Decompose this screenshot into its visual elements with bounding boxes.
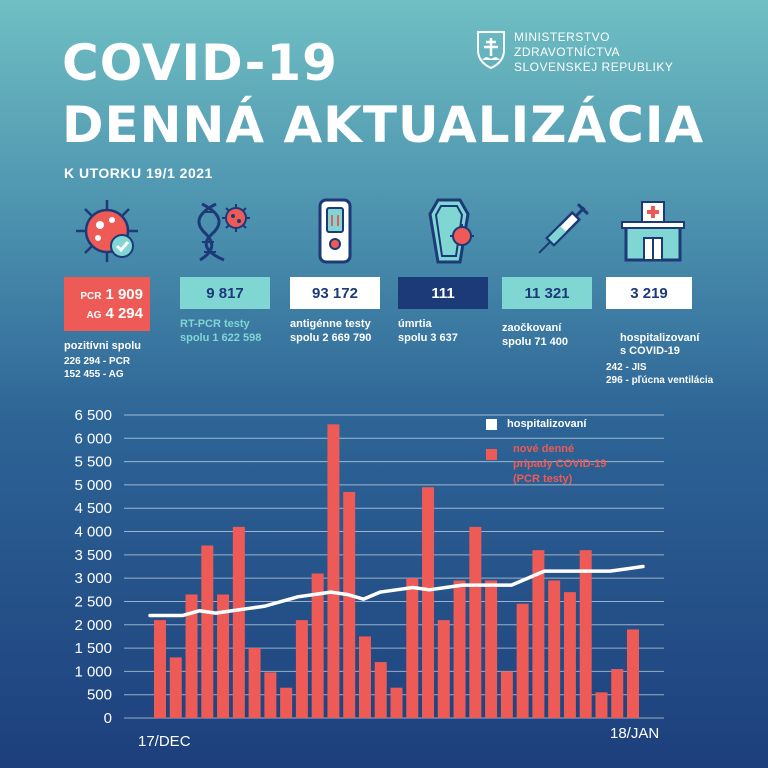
bar [453,580,466,718]
positive-box: PCR 1 909 AG 4 294 [64,277,150,331]
y-tick-label: 1 500 [74,640,112,657]
hospital-icon [621,201,685,262]
bar [516,603,529,718]
x-start-label: 17/DEC [138,733,191,750]
bar [611,669,624,718]
bar [358,636,371,718]
bar [579,550,592,718]
hospitalized-line [148,564,645,618]
legend-line-label: hospitalizovaní [507,418,587,430]
ag-value: 4 294 [105,305,143,322]
positive-detail-pcr: 226 294 - PCR [64,356,131,367]
virus-icon [76,200,138,262]
bar [437,620,450,718]
y-tick-label: 4 500 [74,500,112,517]
page-subtitle: DENNÁ AKTUALIZÁCIA [62,96,705,154]
pcr-prefix: PCR [80,291,102,302]
deaths-total: spolu 3 637 [398,332,458,344]
rtpcr-total: spolu 1 622 598 [180,332,262,344]
vaccinated-label: zaočkovaní [502,322,562,334]
bar [327,424,340,718]
bar [469,526,482,718]
hospitalized-covid: s COVID-19 [620,345,680,357]
legend-bar-line-2: prípady COVID-19 [513,458,607,470]
dna-virus-icon [197,202,250,262]
legend-bar-swatch [486,449,497,460]
vaccinated-total: spolu 71 400 [502,336,569,348]
antigen-label: antigénne testy [290,318,371,330]
bar [500,671,513,718]
deaths-box: 111 [398,277,488,309]
y-tick-label: 0 [104,710,112,727]
antigen-test-icon [318,198,352,264]
bar [185,594,198,718]
hospitalized-label: hospitalizovaní [620,332,700,344]
cases-chart: 0 500 1 000 1 500 2 000 2 500 3 000 3 500 4 000 4… [74,407,664,750]
antigen-total: spolu 2 669 790 [290,332,372,344]
y-tick-label: 3 500 [74,547,112,564]
bar [343,491,356,718]
rtpcr-label: RT-PCR testy [180,318,250,330]
y-tick-label: 6 500 [74,407,112,424]
date-label: K UTORKU 19/1 2021 [64,165,213,181]
x-end-label: 18/JAN [610,725,659,742]
positive-detail-ag: 152 455 - AG [64,369,124,380]
pcr-value: 1 909 [105,286,143,303]
page-title: COVID-19 [62,34,338,92]
legend-bar-line-1: nové denné [513,443,575,455]
vaccinated-box: 11 321 [502,277,592,309]
y-tick-label: 2 000 [74,617,112,634]
bar [627,629,639,718]
legend-bar-line-3: (PCR testy) [513,473,573,485]
legend-line-swatch [486,418,497,430]
y-tick-label: 6 000 [74,430,112,447]
coat-of-arms-icon [477,31,505,70]
ministry-line-3: SLOVENSKEJ REPUBLIKY [514,60,674,74]
bar [169,657,182,718]
bar [232,526,245,718]
ag-prefix: AG [86,310,102,321]
ministry-line-1: MINISTERSTVO [514,30,611,44]
hospitalized-box: 3 219 [606,277,692,309]
antigen-box: 93 172 [290,277,380,309]
deaths-label: úmrtia [398,318,432,330]
rtpcr-box: 9 817 [180,277,270,309]
bar [280,687,293,718]
hospitalized-icu: 242 - JIS [606,362,647,373]
y-tick-label: 5 000 [74,477,112,494]
bar [406,578,419,718]
bar [485,580,498,718]
y-tick-label: 5 500 [74,454,112,471]
bar [154,620,166,718]
bar [548,580,561,718]
y-tick-label: 3 000 [74,570,112,587]
bar [532,550,545,718]
legend-bar: nové denné prípady COVID-19 (PCR testy) [486,442,607,487]
ministry-logo: MINISTERSTVO ZDRAVOTNÍCTVA SLOVENSKEJ RE… [476,30,673,75]
bar [248,648,261,718]
coffin-icon [428,198,474,264]
bar [595,692,608,718]
syringe-icon [538,203,589,254]
bar [311,573,324,718]
hospitalized-ventilation: 296 - pľúcna ventilácia [606,375,714,386]
bar [374,662,387,718]
y-tick-label: 4 000 [74,524,112,541]
ministry-line-2: ZDRAVOTNÍCTVA [514,45,621,59]
y-tick-label: 2 500 [74,593,112,610]
bar [295,620,308,718]
bar [563,592,576,718]
bar [422,487,435,718]
bar [217,594,230,718]
legend-line: hospitalizovaní [486,418,586,430]
y-tick-label: 1 000 [74,663,112,680]
positive-label: pozitívni spolu [64,340,141,352]
bar [390,687,403,718]
bar [264,672,277,718]
y-tick-label: 500 [87,687,112,704]
bar [201,545,214,718]
